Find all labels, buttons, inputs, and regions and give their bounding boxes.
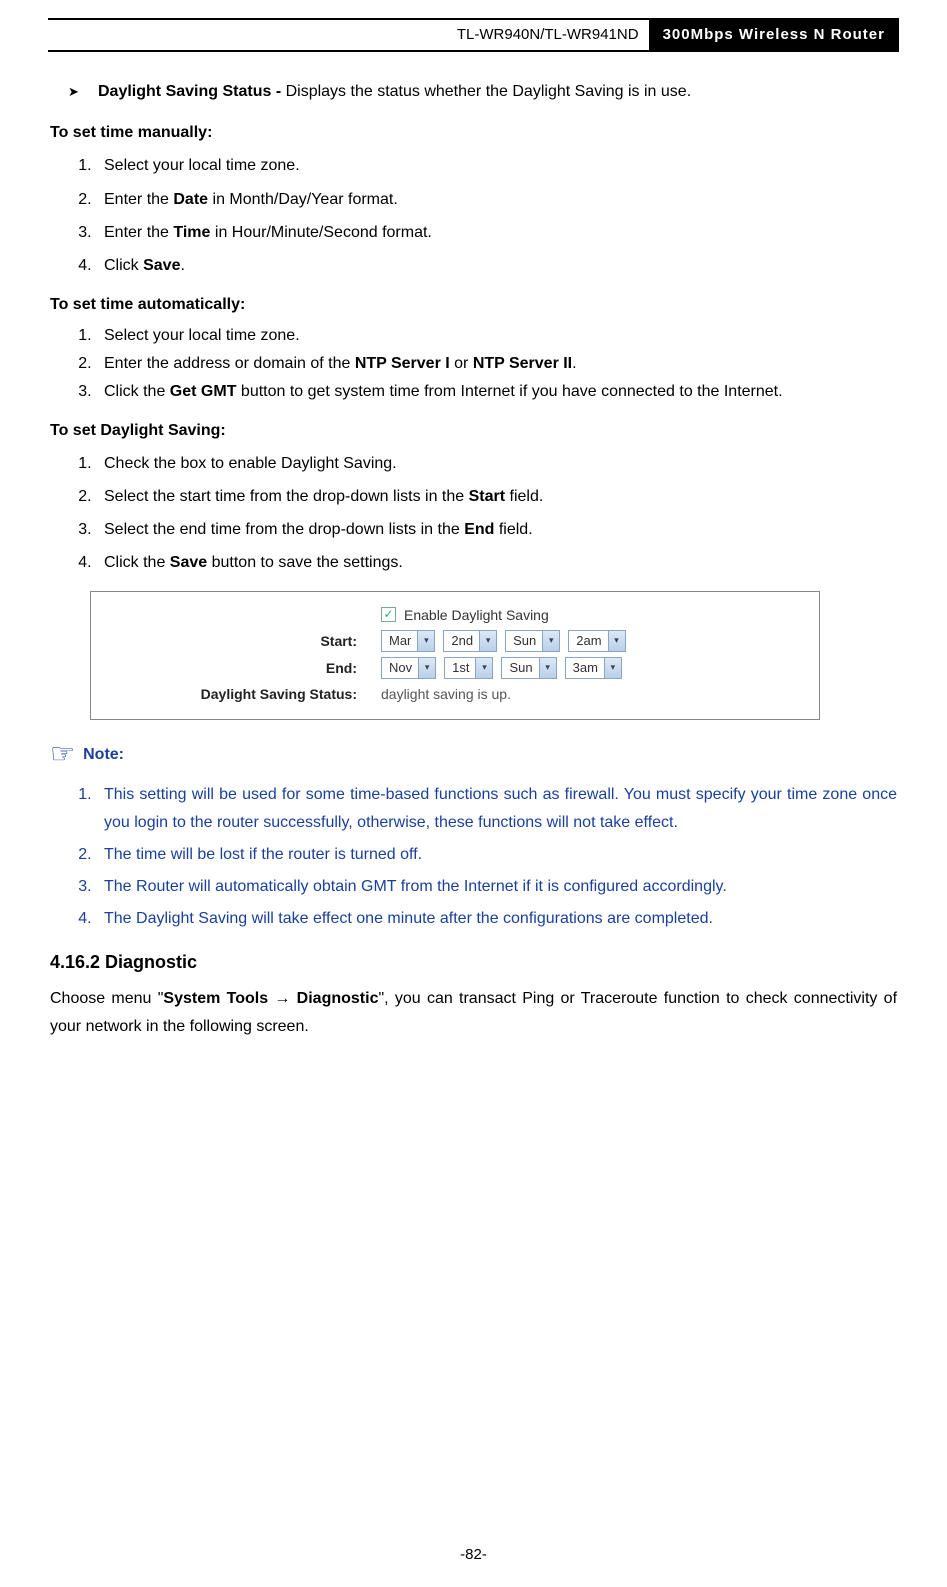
text: Click the <box>104 383 170 400</box>
end-label: End: <box>91 658 381 678</box>
page-header: TL-WR940N/TL-WR941ND 300Mbps Wireless N … <box>48 18 899 52</box>
chevron-down-icon: ▾ <box>539 658 556 678</box>
manual-step-1: Select your local time zone. <box>96 152 897 179</box>
chevron-down-icon: ▾ <box>604 658 621 678</box>
term-time: Time <box>173 224 210 241</box>
text: → <box>268 990 297 1007</box>
header-product: 300Mbps Wireless N Router <box>649 20 899 50</box>
text: . <box>180 257 184 274</box>
chevron-down-icon: ▾ <box>418 658 435 678</box>
text: in Month/Day/Year format. <box>208 191 398 208</box>
manual-step-4: Click Save. <box>96 252 897 279</box>
select-value: 1st <box>445 659 475 678</box>
ds-step-3: Select the end time from the drop-down l… <box>96 516 897 543</box>
text: . <box>572 355 576 372</box>
bullet-desc: Displays the status whether the Daylight… <box>286 83 692 100</box>
text: or <box>450 355 473 372</box>
heading-set-time-manually: To set time manually: <box>50 121 897 144</box>
auto-step-2: Enter the address or domain of the NTP S… <box>96 352 897 377</box>
start-hour-select[interactable]: 2am▾ <box>568 630 625 652</box>
term-date: Date <box>173 191 208 208</box>
note-heading: ☞ Note: <box>50 734 897 775</box>
manual-step-2: Enter the Date in Month/Day/Year format. <box>96 186 897 213</box>
pointing-hand-icon: ☞ <box>50 734 75 775</box>
chevron-down-icon: ▾ <box>608 631 625 651</box>
end-day-select[interactable]: Sun▾ <box>501 657 556 679</box>
select-value: Nov <box>382 659 418 678</box>
chevron-down-icon: ▾ <box>417 631 434 651</box>
chevron-down-icon: ▾ <box>479 631 496 651</box>
text: Select the end time from the drop-down l… <box>104 521 464 538</box>
text: field. <box>505 488 543 505</box>
bullet-marker: ➤ <box>68 80 98 103</box>
heading-set-time-automatically: To set time automatically: <box>50 293 897 316</box>
chevron-down-icon: ▾ <box>475 658 492 678</box>
page-number: -82- <box>0 1546 947 1563</box>
term-start: Start <box>469 488 505 505</box>
select-value: 2am <box>569 632 607 651</box>
term-diagnostic: Diagnostic <box>297 990 379 1007</box>
ds-step-1: Check the box to enable Daylight Saving. <box>96 450 897 477</box>
end-hour-select[interactable]: 3am▾ <box>565 657 622 679</box>
header-model: TL-WR940N/TL-WR941ND <box>48 20 649 50</box>
term-ntp1: NTP Server I <box>355 355 450 372</box>
daylight-saving-figure: ✓ Enable Daylight Saving Start: Mar▾ 2nd… <box>90 591 820 721</box>
select-value: Sun <box>506 632 542 651</box>
auto-step-3: Click the Get GMT button to get system t… <box>96 380 897 405</box>
text: button to get system time from Internet … <box>236 383 782 400</box>
select-value: Mar <box>382 632 417 651</box>
note-item-1: This setting will be used for some time-… <box>96 781 897 837</box>
text: button to save the settings. <box>207 554 403 571</box>
text: Click <box>104 257 143 274</box>
start-day-select[interactable]: Sun▾ <box>505 630 560 652</box>
text: Click the <box>104 554 170 571</box>
note-item-4: The Daylight Saving will take effect one… <box>96 905 897 933</box>
start-ordinal-select[interactable]: 2nd▾ <box>443 630 497 652</box>
ds-step-2: Select the start time from the drop-down… <box>96 483 897 510</box>
ds-status-label: Daylight Saving Status: <box>91 684 381 704</box>
term-system-tools: System Tools <box>163 990 268 1007</box>
ds-step-4: Click the Save button to save the settin… <box>96 549 897 576</box>
term-save: Save <box>170 554 207 571</box>
text: Enter the address or domain of the <box>104 355 355 372</box>
manual-step-3: Enter the Time in Hour/Minute/Second for… <box>96 219 897 246</box>
text: in Hour/Minute/Second format. <box>210 224 431 241</box>
start-label: Start: <box>91 631 381 651</box>
ds-status-value: daylight saving is up. <box>381 684 511 704</box>
bullet-daylight-status: ➤ Daylight Saving Status - Displays the … <box>68 80 897 103</box>
note-item-3: The Router will automatically obtain GMT… <box>96 873 897 901</box>
term-save: Save <box>143 257 180 274</box>
select-value: 3am <box>566 659 604 678</box>
text: Choose menu " <box>50 990 163 1007</box>
text: Enter the <box>104 191 173 208</box>
end-month-select[interactable]: Nov▾ <box>381 657 436 679</box>
term-get-gmt: Get GMT <box>170 383 237 400</box>
term-ntp2: NTP Server II <box>473 355 572 372</box>
auto-step-1: Select your local time zone. <box>96 324 897 349</box>
heading-diagnostic: 4.16.2 Diagnostic <box>50 949 897 975</box>
chevron-down-icon: ▾ <box>542 631 559 651</box>
start-month-select[interactable]: Mar▾ <box>381 630 435 652</box>
bullet-term: Daylight Saving Status - <box>98 83 286 100</box>
enable-ds-label: Enable Daylight Saving <box>404 605 549 625</box>
diagnostic-paragraph: Choose menu "System Tools → Diagnostic",… <box>50 985 897 1041</box>
note-item-2: The time will be lost if the router is t… <box>96 841 897 869</box>
text: Select the start time from the drop-down… <box>104 488 469 505</box>
select-value: 2nd <box>444 632 479 651</box>
select-value: Sun <box>502 659 538 678</box>
term-end: End <box>464 521 494 538</box>
end-ordinal-select[interactable]: 1st▾ <box>444 657 493 679</box>
heading-set-daylight-saving: To set Daylight Saving: <box>50 419 897 442</box>
text: field. <box>494 521 532 538</box>
text: Enter the <box>104 224 173 241</box>
enable-ds-checkbox[interactable]: ✓ <box>381 607 396 622</box>
note-label: Note: <box>83 743 124 766</box>
